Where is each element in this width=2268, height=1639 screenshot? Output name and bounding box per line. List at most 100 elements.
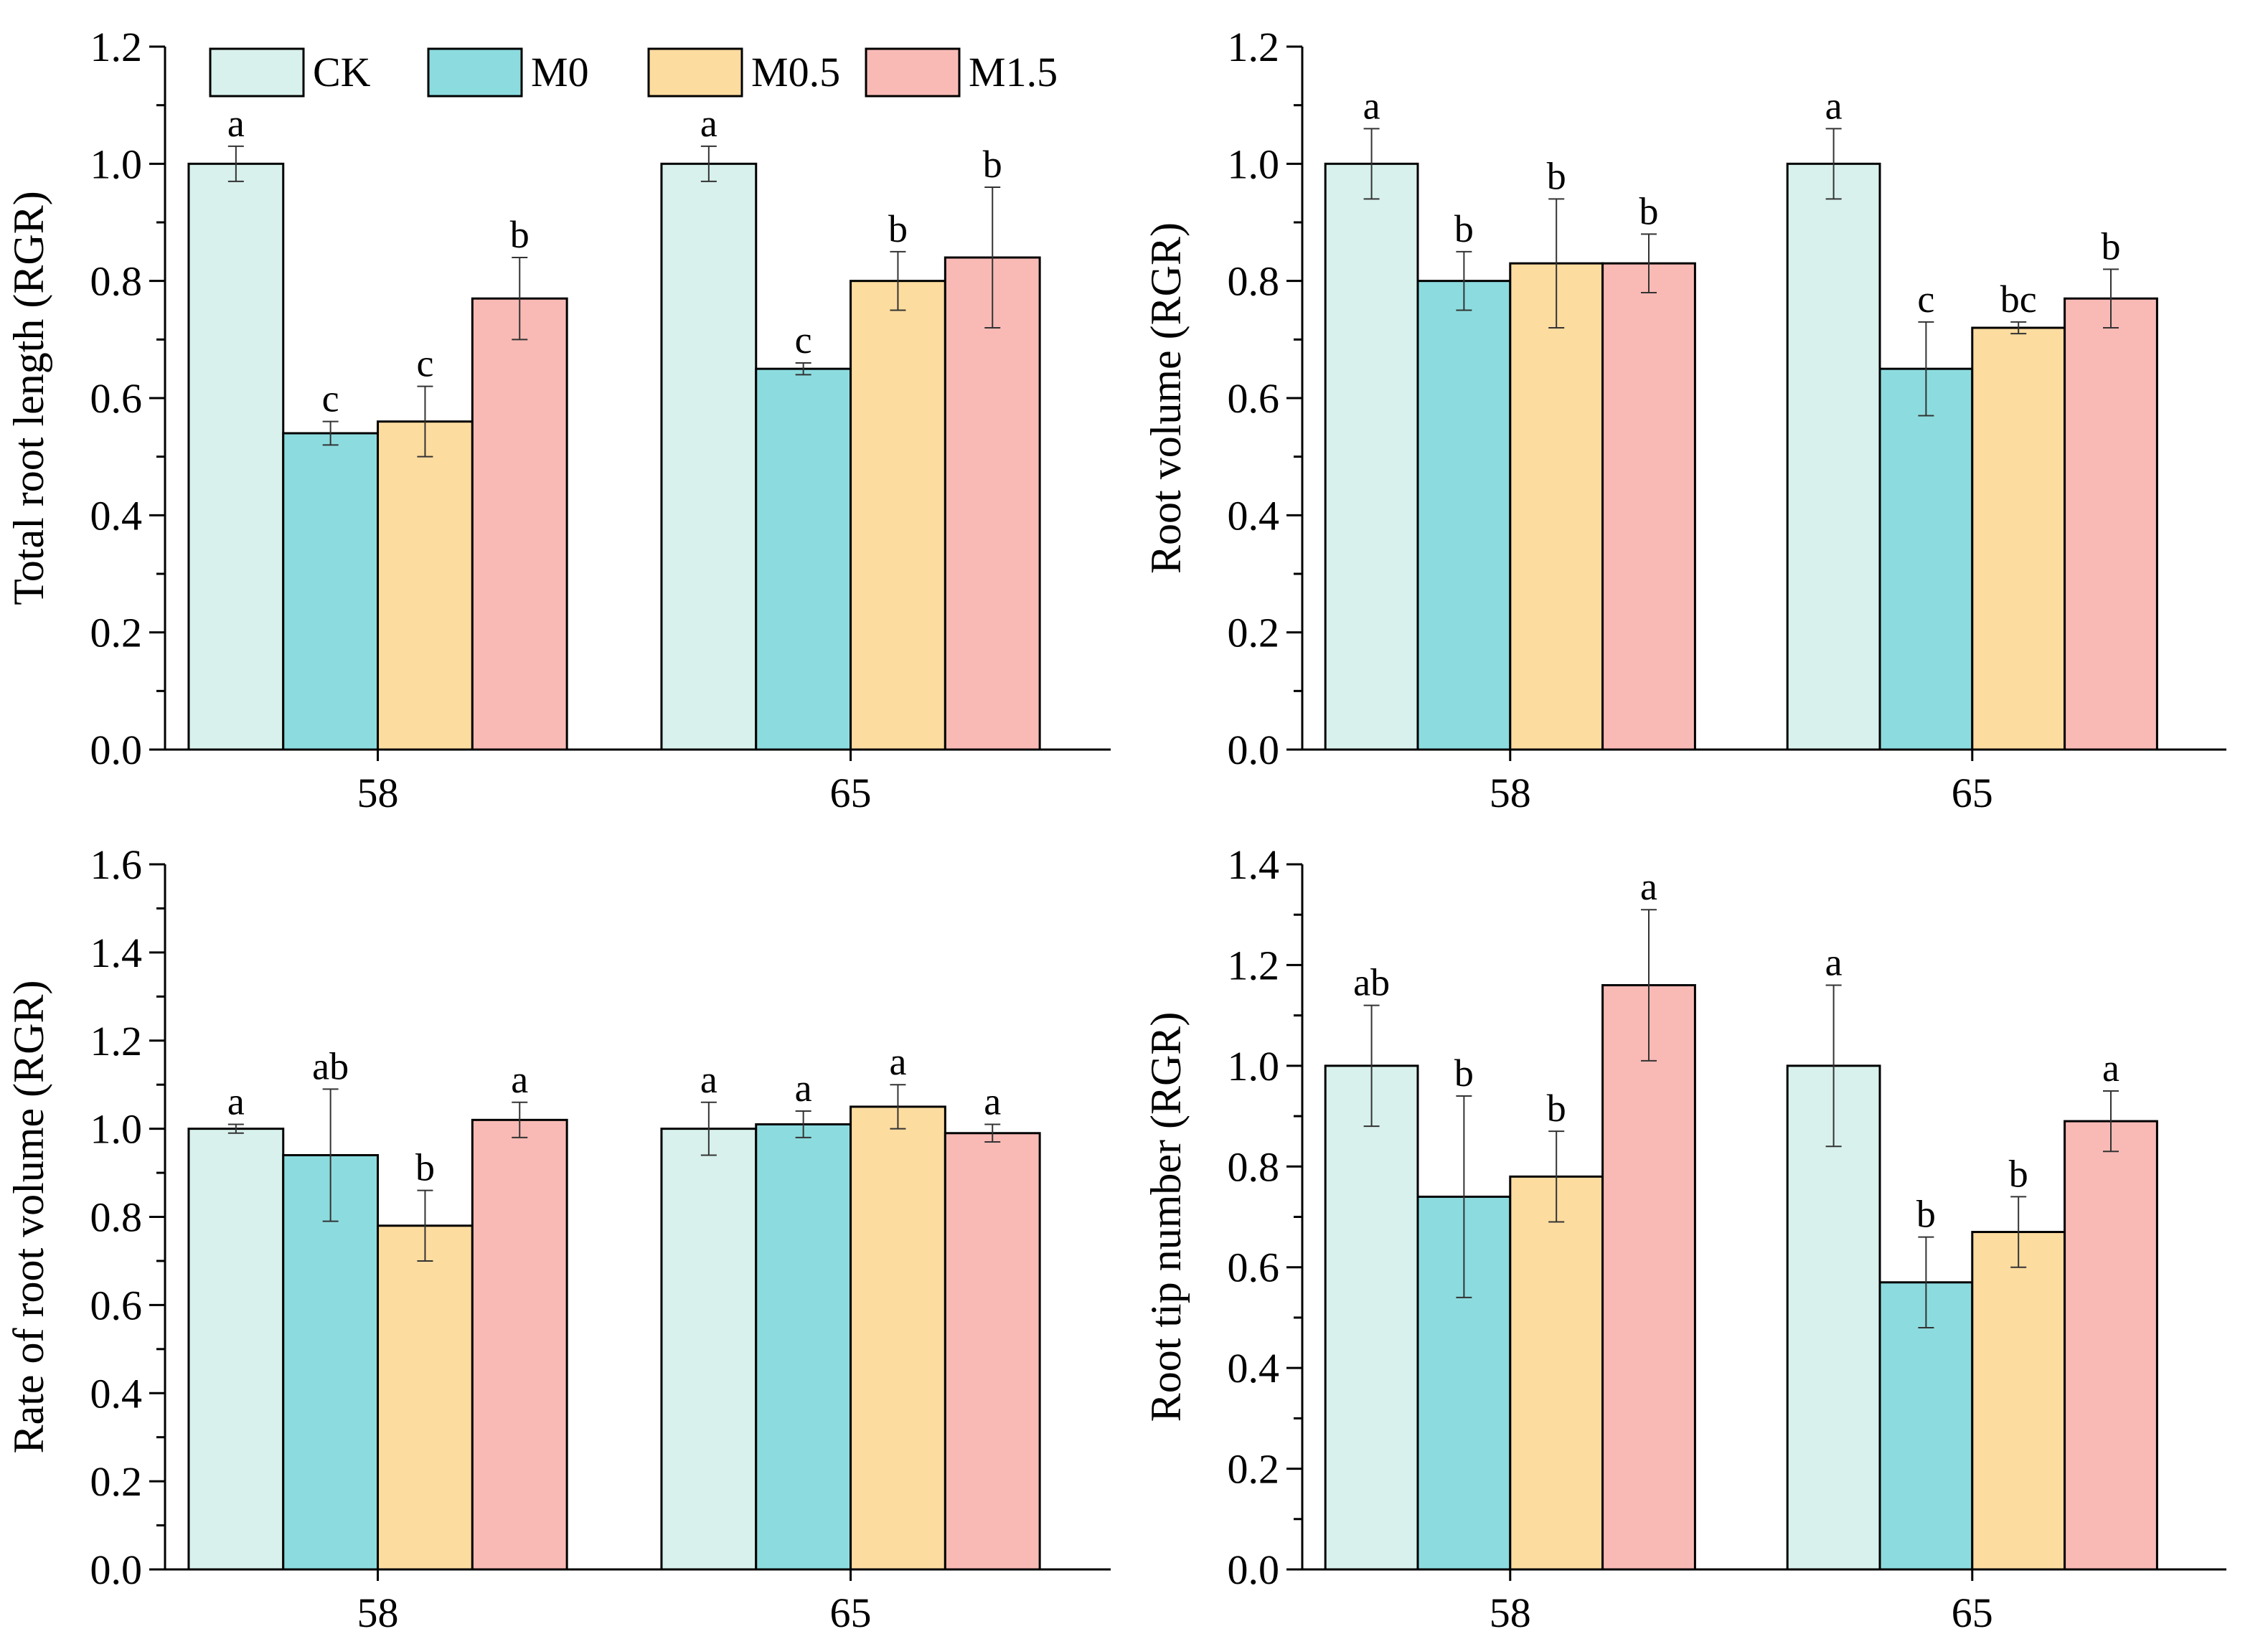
y-tick-label: 0.6 bbox=[90, 375, 143, 422]
x-tick-label: 65 bbox=[1952, 770, 1993, 816]
bar-CK-58 bbox=[1324, 162, 1419, 751]
bar-M0.5-58 bbox=[377, 1224, 474, 1571]
legend-label-M0: M0 bbox=[531, 49, 589, 95]
y-tick-label: 0.8 bbox=[1228, 1143, 1280, 1190]
bar-CK-65 bbox=[660, 1128, 758, 1571]
x-tick-label: 58 bbox=[357, 770, 399, 816]
significance-label: b bbox=[1547, 154, 1566, 197]
x-tick-label: 58 bbox=[1490, 770, 1531, 816]
bar-M0.5-65 bbox=[850, 280, 946, 751]
x-tick-label: 65 bbox=[1952, 1590, 1993, 1636]
significance-label: b bbox=[415, 1146, 435, 1189]
bar-M0-65 bbox=[1878, 367, 1974, 751]
y-axis-title: Root volume (RGR) bbox=[1142, 222, 1190, 574]
y-tick-label: 0.4 bbox=[90, 1370, 143, 1417]
bar-M0.5-65 bbox=[850, 1105, 946, 1571]
legend-label-M0.5: M0.5 bbox=[751, 49, 840, 95]
chart-panel-total-root-length: a c c b 58 a c b b 65 0.0 0.2 0.4 0.6 0.8 1.0 1.2 Total r… bbox=[5, 24, 1111, 816]
significance-label: b bbox=[2102, 225, 2121, 268]
significance-label: a bbox=[984, 1080, 1001, 1123]
bar-M0.5-65 bbox=[1971, 326, 2066, 751]
y-tick-label: 0.4 bbox=[1228, 492, 1280, 539]
bar-M0.5-58 bbox=[377, 420, 474, 751]
bar-M1.5-58 bbox=[471, 1118, 568, 1571]
significance-label: a bbox=[1825, 84, 1843, 127]
significance-label: a bbox=[511, 1058, 528, 1101]
y-tick-label: 1.4 bbox=[1228, 841, 1280, 888]
significance-label: b bbox=[983, 143, 1002, 186]
y-tick-label: 0.4 bbox=[90, 492, 143, 539]
significance-label: a bbox=[227, 1080, 245, 1123]
y-tick-label: 0.6 bbox=[1228, 1244, 1280, 1291]
y-tick-label: 0.6 bbox=[90, 1282, 143, 1328]
x-tick-label: 65 bbox=[830, 770, 872, 816]
bar-M1.5-65 bbox=[944, 256, 1041, 751]
legend-label-M1.5: M1.5 bbox=[969, 49, 1058, 95]
y-tick-label: 0.8 bbox=[1228, 258, 1280, 305]
y-tick-label: 0.8 bbox=[90, 1194, 143, 1241]
bar-M0-58 bbox=[282, 432, 380, 751]
y-tick-label: 0.2 bbox=[1228, 610, 1280, 656]
significance-label: b bbox=[510, 213, 530, 256]
significance-label: c bbox=[322, 377, 339, 420]
bar-M0-65 bbox=[755, 1123, 852, 1571]
bar-CK-65 bbox=[1786, 1064, 1881, 1571]
significance-label: a bbox=[795, 1067, 812, 1110]
y-tick-label: 1.4 bbox=[90, 930, 143, 976]
y-tick-label: 1.2 bbox=[1228, 942, 1280, 988]
y-tick-label: 0.6 bbox=[1228, 375, 1280, 422]
significance-label: b bbox=[1454, 1052, 1474, 1095]
y-tick-label: 1.2 bbox=[1228, 24, 1280, 70]
y-tick-label: 0.4 bbox=[1228, 1345, 1280, 1392]
significance-label: b bbox=[2009, 1152, 2028, 1195]
chart-panel-root-volume: a b b b 58 a c bc b 65 0.0 0.2 0.4 0.6 0.8 1.0 1.2 Root v… bbox=[1142, 24, 2226, 816]
bar-M0-65 bbox=[1878, 1281, 1974, 1571]
bar-CK-58 bbox=[187, 162, 285, 751]
bar-M0-65 bbox=[755, 367, 852, 751]
significance-label: c bbox=[416, 342, 433, 385]
legend-swatch-M0.5 bbox=[647, 47, 743, 98]
significance-label: a bbox=[700, 102, 717, 145]
bar-CK-65 bbox=[660, 162, 758, 751]
significance-label: a bbox=[889, 1040, 906, 1083]
bar-CK-58 bbox=[187, 1128, 285, 1571]
y-tick-label: 0.0 bbox=[90, 727, 143, 773]
significance-label: b bbox=[888, 207, 908, 250]
y-tick-label: 1.2 bbox=[90, 1018, 143, 1064]
y-tick-label: 1.6 bbox=[90, 841, 143, 888]
chart-panel-root-tip-number: abbba58abba650.00.20.40.60.81.01.21.4Roo… bbox=[1142, 841, 2226, 1636]
y-tick-label: 1.0 bbox=[90, 141, 143, 187]
bar-M1.5-58 bbox=[1601, 984, 1696, 1571]
x-tick-label: 65 bbox=[830, 1590, 872, 1636]
legend-swatch-M1.5 bbox=[865, 47, 961, 98]
significance-label: a bbox=[1363, 84, 1380, 127]
legend-swatch-M0 bbox=[427, 47, 523, 98]
y-axis-title: Total root length (RGR) bbox=[5, 191, 52, 605]
significance-label: c bbox=[1917, 278, 1934, 321]
significance-label: a bbox=[2102, 1047, 2119, 1090]
bar-M1.5-65 bbox=[2064, 1120, 2158, 1571]
bar-CK-58 bbox=[1324, 1064, 1419, 1571]
significance-label: b bbox=[1454, 207, 1474, 250]
x-tick-label: 58 bbox=[357, 1590, 399, 1636]
significance-label: c bbox=[795, 318, 812, 362]
bar-M0-58 bbox=[282, 1153, 380, 1571]
bar-M0.5-58 bbox=[1509, 1175, 1604, 1571]
significance-label: a bbox=[227, 102, 245, 145]
bar-M1.5-58 bbox=[471, 297, 568, 751]
legend-label-CK: CK bbox=[313, 49, 371, 95]
significance-label: b bbox=[1639, 189, 1659, 232]
y-tick-label: 0.0 bbox=[90, 1546, 143, 1593]
chart-panel-rate-of-root-volume: a ab b a 58 a a a a 65 0.0 0.2 0.4 0.6 0.8 1.0 1.2 1.4 1.6… bbox=[5, 841, 1111, 1636]
y-tick-label: 0.2 bbox=[1228, 1446, 1280, 1493]
significance-label: ab bbox=[312, 1044, 349, 1087]
significance-label: b bbox=[1547, 1087, 1566, 1130]
bar-CK-65 bbox=[1786, 162, 1881, 751]
significance-label: bc bbox=[2000, 278, 2037, 321]
y-tick-label: 0.2 bbox=[90, 1458, 143, 1505]
y-tick-label: 1.0 bbox=[1228, 1043, 1280, 1090]
y-tick-label: 1.0 bbox=[1228, 141, 1280, 187]
y-axis-title: Rate of root volume (RGR) bbox=[5, 981, 52, 1454]
y-tick-label: 1.2 bbox=[90, 24, 143, 70]
